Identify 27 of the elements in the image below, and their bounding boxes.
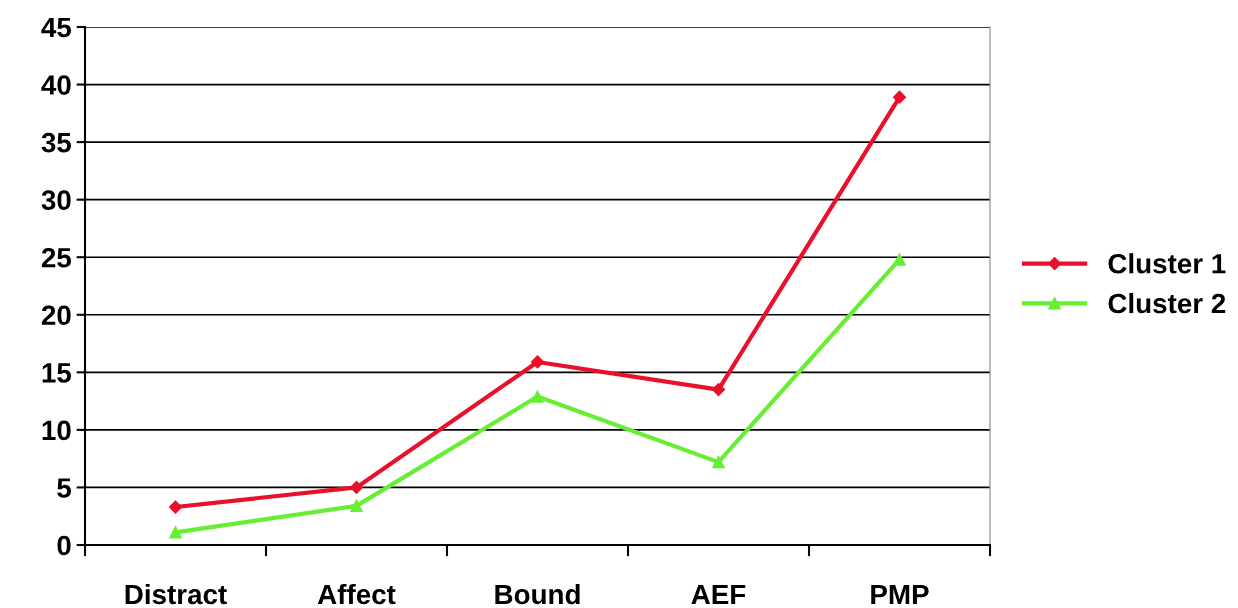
point (892, 90, 907, 104)
y-tick-label: 20 (41, 305, 71, 326)
legend-label: Cluster 1 (1108, 253, 1226, 274)
point (169, 526, 182, 539)
point (711, 383, 726, 397)
x-tick-label: AEF (691, 584, 746, 605)
point (349, 480, 364, 495)
y-tick-label: 25 (41, 247, 72, 268)
y-tick-label: 0 (57, 535, 71, 556)
point (530, 355, 545, 369)
y-tick-label: 35 (41, 132, 72, 153)
point (531, 390, 544, 403)
point (168, 500, 183, 514)
y-tick-label: 5 (57, 478, 72, 498)
y-tick-label: 10 (42, 420, 71, 441)
x-tick-label: Affect (317, 583, 396, 605)
point (893, 253, 906, 266)
y-tick-label: 30 (41, 190, 71, 211)
x-tick-label: Distract (125, 583, 227, 605)
y-tick-label: 15 (42, 363, 72, 383)
point (712, 455, 725, 469)
y-tick-label: 40 (41, 75, 71, 95)
x-tick-label: PMP (871, 584, 929, 605)
y-tick-label: 45 (41, 17, 72, 38)
point (350, 499, 363, 513)
legend-label: Cluster 2 (1108, 292, 1226, 314)
x-tick-label: Bound (495, 583, 580, 605)
